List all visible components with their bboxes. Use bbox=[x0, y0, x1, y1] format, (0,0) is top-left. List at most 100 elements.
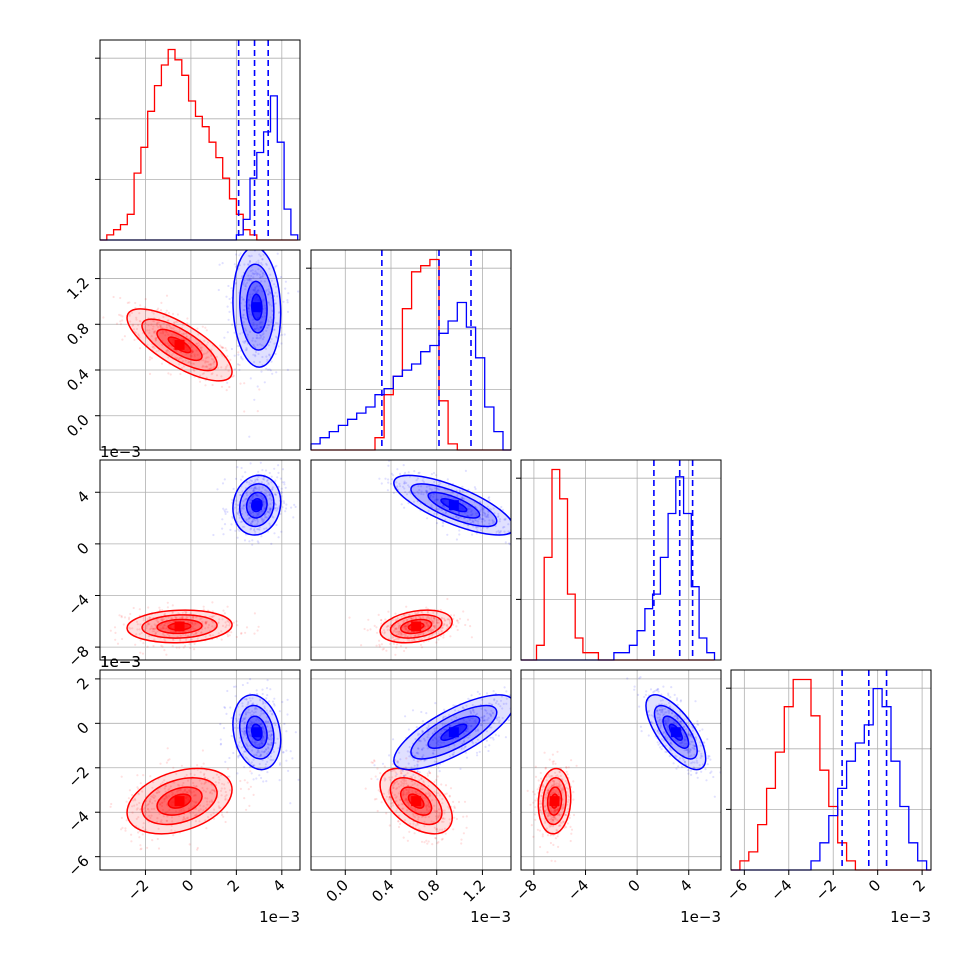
point-red bbox=[539, 830, 541, 832]
point-blue bbox=[403, 507, 405, 509]
point-red bbox=[121, 776, 123, 778]
point-blue bbox=[281, 488, 283, 490]
point-blue bbox=[240, 479, 242, 481]
point-blue bbox=[247, 682, 249, 684]
point-blue bbox=[514, 532, 516, 534]
point-blue bbox=[516, 705, 518, 707]
point-red bbox=[393, 643, 395, 645]
point-blue bbox=[279, 779, 281, 781]
point-blue bbox=[270, 247, 272, 249]
point-blue bbox=[268, 700, 270, 702]
point-blue bbox=[381, 482, 383, 484]
point-blue bbox=[733, 777, 735, 779]
point-red bbox=[427, 772, 429, 774]
point-red bbox=[546, 851, 548, 853]
point-blue bbox=[396, 468, 398, 470]
point-blue bbox=[219, 723, 221, 725]
point-red bbox=[203, 608, 205, 610]
point-red bbox=[246, 782, 248, 784]
point-blue bbox=[435, 474, 437, 476]
point-red bbox=[398, 826, 400, 828]
point-red bbox=[236, 624, 238, 626]
point-blue bbox=[384, 478, 386, 480]
point-blue bbox=[265, 469, 267, 471]
point-red bbox=[224, 612, 226, 614]
point-red bbox=[394, 613, 396, 615]
point-blue bbox=[273, 698, 275, 700]
point-blue bbox=[250, 377, 252, 379]
point-blue bbox=[231, 735, 233, 737]
point-blue bbox=[434, 702, 436, 704]
point-red bbox=[147, 646, 149, 648]
point-blue bbox=[225, 713, 227, 715]
point-red bbox=[569, 817, 571, 819]
point-red bbox=[549, 759, 551, 761]
point-red bbox=[186, 317, 188, 319]
point-red bbox=[367, 619, 369, 621]
point-red bbox=[374, 798, 376, 800]
point-blue bbox=[545, 543, 547, 545]
point-red bbox=[556, 751, 558, 753]
point-blue bbox=[234, 355, 236, 357]
point-red bbox=[423, 841, 425, 843]
point-red bbox=[387, 611, 389, 613]
point-blue bbox=[431, 473, 433, 475]
point-blue bbox=[476, 754, 478, 756]
point-red bbox=[469, 625, 471, 627]
point-blue bbox=[433, 472, 435, 474]
point-red bbox=[120, 323, 122, 325]
point-blue bbox=[401, 503, 403, 505]
point-blue bbox=[439, 770, 441, 772]
point-blue bbox=[428, 770, 430, 772]
point-red bbox=[369, 628, 371, 630]
point-blue bbox=[279, 710, 281, 712]
point-blue bbox=[236, 772, 238, 774]
point-red bbox=[142, 833, 144, 835]
point-red bbox=[142, 653, 144, 655]
point-red bbox=[119, 320, 121, 322]
point-blue bbox=[638, 706, 640, 708]
point-red bbox=[449, 635, 451, 637]
panel-content-3-1 bbox=[365, 676, 535, 847]
point-blue bbox=[387, 465, 389, 467]
point-blue bbox=[508, 719, 510, 721]
point-blue bbox=[245, 246, 247, 248]
point-red bbox=[205, 827, 207, 829]
point-red bbox=[70, 627, 72, 629]
point-red bbox=[456, 818, 458, 820]
point-red bbox=[139, 844, 141, 846]
point-red bbox=[196, 328, 198, 330]
point-blue bbox=[376, 778, 378, 780]
point-red bbox=[425, 840, 427, 842]
point-red bbox=[452, 801, 454, 803]
point-blue bbox=[237, 363, 239, 365]
point-red bbox=[257, 410, 259, 412]
point-blue bbox=[418, 472, 420, 474]
point-blue bbox=[224, 478, 226, 480]
point-red bbox=[375, 775, 377, 777]
point-red bbox=[463, 832, 465, 834]
point-red bbox=[244, 779, 246, 781]
point-red bbox=[554, 763, 556, 765]
point-red bbox=[211, 601, 213, 603]
point-blue bbox=[255, 245, 257, 247]
point-red bbox=[239, 780, 241, 782]
point-blue bbox=[226, 382, 228, 384]
point-blue bbox=[234, 530, 236, 532]
point-red bbox=[159, 763, 161, 765]
point-red bbox=[437, 638, 439, 640]
point-red bbox=[139, 608, 141, 610]
point-red bbox=[565, 767, 567, 769]
point-red bbox=[445, 833, 447, 835]
point-blue bbox=[255, 777, 257, 779]
point-blue bbox=[279, 762, 281, 764]
point-blue bbox=[498, 735, 500, 737]
point-blue bbox=[446, 534, 448, 536]
point-red bbox=[397, 820, 399, 822]
point-blue bbox=[420, 711, 422, 713]
point-blue bbox=[264, 230, 266, 232]
point-red bbox=[149, 373, 151, 375]
point-red bbox=[221, 639, 223, 641]
point-blue bbox=[413, 470, 415, 472]
point-blue bbox=[266, 694, 268, 696]
